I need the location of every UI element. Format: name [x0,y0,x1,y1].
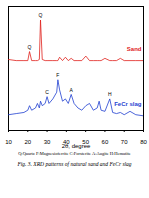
svg-text:Sand: Sand [127,46,142,52]
svg-text:2θ, degree: 2θ, degree [62,143,91,149]
svg-text:FeCr slag: FeCr slag [114,101,142,107]
svg-text:C: C [45,89,49,95]
svg-text:80: 80 [140,139,147,145]
svg-text:70: 70 [121,139,128,145]
svg-text:Q: Q [39,12,43,18]
html-text:Fig. 3. XRD patterns of natura: Fig. 3. XRD patterns of natural sand and… [17,161,132,167]
svg-text:A: A [70,87,74,93]
svg-text:30: 30 [44,139,51,145]
svg-text:60: 60 [102,139,109,145]
svg-text:H: H [108,91,112,97]
svg-text:F: F [56,72,59,78]
svg-text:10: 10 [5,139,12,145]
svg-text:20: 20 [24,139,31,145]
svg-text:Q: Q [28,44,32,50]
html-text:Q:Quartz F:Magnesioferrite C:F: Q:Quartz F:Magnesioferrite C:Forsterite … [18,151,131,156]
